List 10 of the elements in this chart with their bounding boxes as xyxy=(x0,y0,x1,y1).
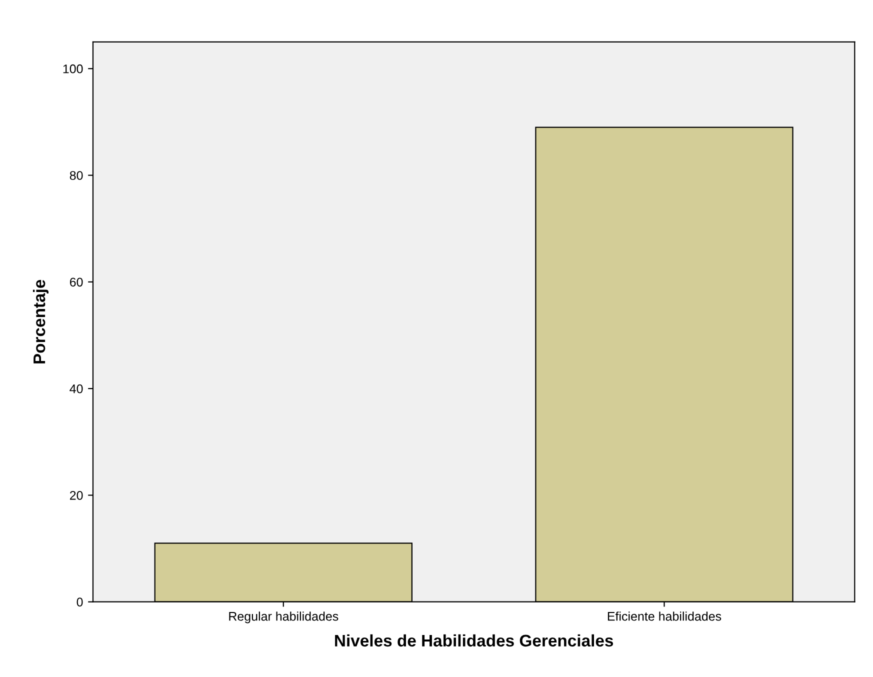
x-tick-label: Eficiente habilidades xyxy=(608,612,722,621)
y-tick-label: 80 xyxy=(70,171,83,180)
y-tick-label: 40 xyxy=(70,384,83,394)
y-tick-label: 0 xyxy=(76,598,83,607)
x-axis-title: Niveles de Habilidades Gerenciales xyxy=(335,634,614,647)
x-tick-label: Regular habilidades xyxy=(229,612,338,624)
y-axis-title: Porcentaje xyxy=(32,280,49,364)
y-tick-label: 60 xyxy=(70,278,83,287)
y-tick-label: 100 xyxy=(63,64,83,74)
y-tick-label: 20 xyxy=(70,491,83,500)
